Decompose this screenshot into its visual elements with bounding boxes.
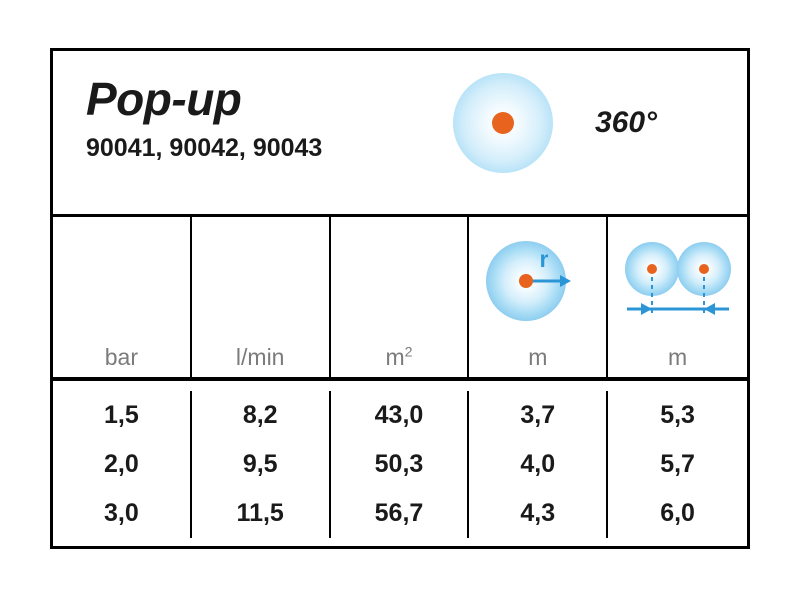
radius-letter-label: r	[539, 246, 548, 272]
data-rows: 1,5 8,2 43,0 3,7 5,3 2,0 9,5 50,3 4,0 5,…	[53, 381, 747, 546]
radius-circle-icon: r	[485, 241, 571, 321]
header-cell-pressure: bar	[53, 217, 192, 377]
cell-spacing: 6,0	[660, 499, 695, 527]
spacing-two-circles-icon	[624, 242, 731, 315]
cell-spacing: 5,7	[660, 450, 695, 478]
cell-flow: 8,2	[192, 391, 331, 440]
cell-pressure: 1,5	[53, 391, 192, 440]
unit-label-spacing-m: m	[667, 344, 688, 370]
cell-radius: 4,3	[469, 489, 609, 538]
unit-label-m2-base: m	[385, 344, 405, 370]
header-cell-area: m2	[331, 217, 470, 377]
table-row: 3,0 11,5 56,7 4,3 6,0	[53, 489, 747, 538]
arc-label: 360°	[595, 106, 658, 139]
spacing-icon-area	[608, 217, 747, 343]
cell-radius: 4,0	[469, 440, 609, 489]
nozzle-dot-icon	[492, 112, 514, 134]
unit-label-radius-m: m	[528, 344, 548, 370]
radius-icon-area: r	[469, 217, 606, 343]
cell-area: 43,0	[331, 391, 470, 440]
cell-area: 50,3	[331, 440, 470, 489]
table-row: 2,0 9,5 50,3 4,0 5,7	[53, 440, 747, 489]
cell-flow: 9,5	[192, 440, 331, 489]
cell-radius: 3,7	[469, 391, 609, 440]
specification-table: Pop-up 90041, 90042, 90043 360° bar l/mi…	[50, 48, 750, 549]
header-cell-spacing: m	[608, 217, 747, 377]
product-codes: 90041, 90042, 90043	[86, 134, 323, 162]
cell-flow: 11,5	[192, 489, 331, 538]
title-block: Pop-up 90041, 90042, 90043	[86, 76, 322, 161]
spray-pattern-block: 360°	[453, 73, 657, 173]
header-cell-flow: l/min	[192, 217, 331, 377]
cell-pressure: 3,0	[53, 489, 192, 538]
cell-spacing: 5,3	[660, 401, 695, 429]
cell-pressure: 2,0	[53, 440, 192, 489]
unit-label-bar: bar	[104, 344, 139, 370]
unit-label-m2: m2	[385, 344, 413, 370]
spray-circle-360-icon	[453, 73, 553, 173]
unit-label-m2-exponent: 2	[404, 344, 413, 361]
page-title: Pop-up	[86, 73, 242, 125]
title-row: Pop-up 90041, 90042, 90043 360°	[53, 51, 747, 217]
cell-area: 56,7	[331, 489, 470, 538]
units-header-row: bar l/min m2	[53, 217, 747, 381]
unit-label-lmin: l/min	[235, 344, 285, 370]
header-cell-radius: r m	[469, 217, 609, 377]
table-row: 1,5 8,2 43,0 3,7 5,3	[53, 391, 747, 440]
